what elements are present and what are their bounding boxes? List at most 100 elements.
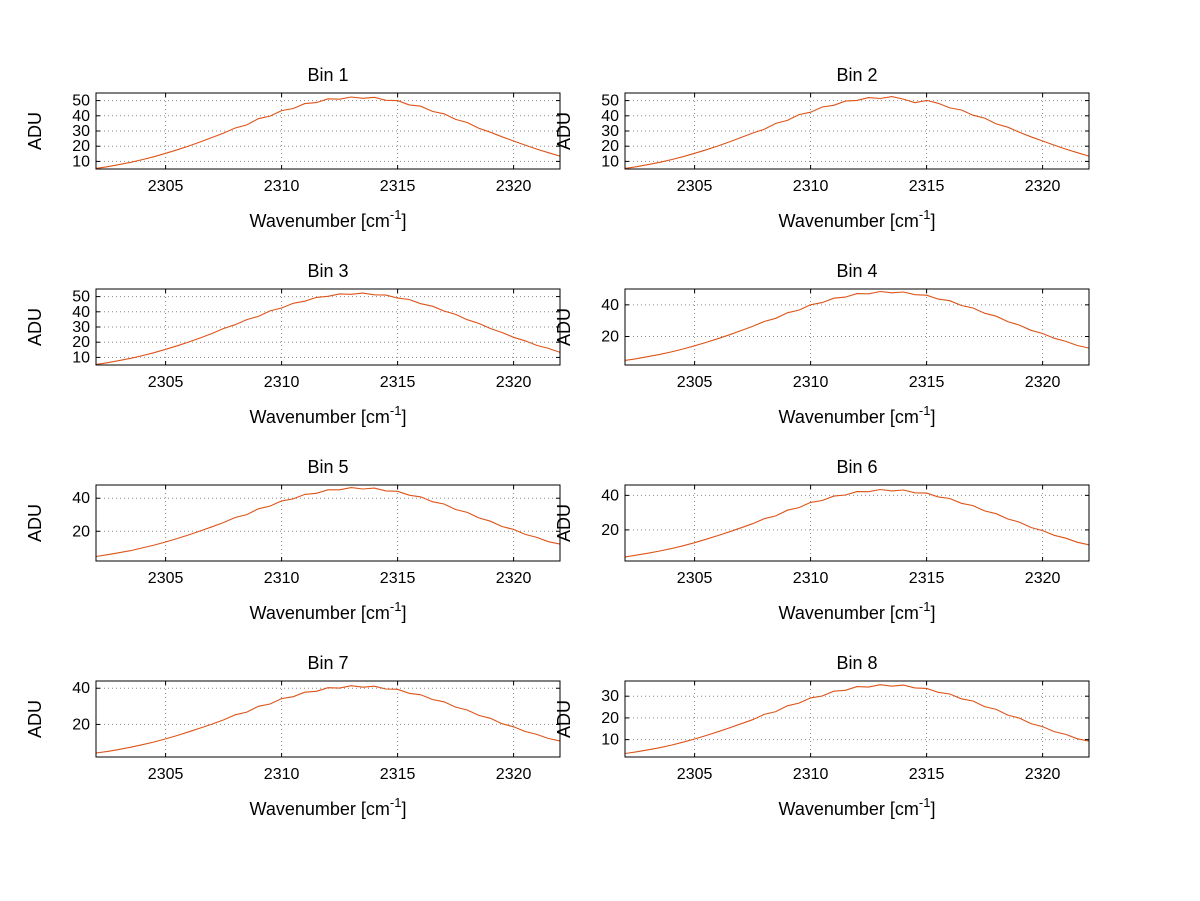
x-tick-label: 2305: [148, 766, 184, 783]
series-line: [624, 488, 1090, 558]
plot-title: Bin 7: [307, 653, 348, 673]
series-line: [624, 684, 1090, 755]
y-tick-label: 40: [601, 297, 619, 314]
x-tick-label: 2320: [1025, 766, 1061, 783]
y-tick-label: 30: [601, 123, 619, 140]
x-tick-label: 2310: [264, 178, 300, 195]
plot-title: Bin 5: [307, 457, 348, 477]
y-tick-label: 40: [601, 487, 619, 504]
axis-box: [624, 484, 1090, 562]
y-axis-label: ADU: [25, 308, 45, 346]
subplot-bin-4: 2305 2310 2315 2320 20 40 Bin 4 ADU Wavenumber […: [554, 261, 1090, 427]
x-axis-label: Wavenumber [cm-1]: [250, 207, 407, 231]
x-axis-label: Wavenumber [cm-1]: [779, 403, 936, 427]
y-tick-label: 10: [601, 153, 619, 170]
y-tick-label: 20: [601, 138, 619, 155]
y-tick-label: 50: [72, 289, 90, 306]
x-tick-label: 2305: [677, 374, 713, 391]
x-tick-label: 2320: [496, 374, 532, 391]
x-tick-label: 2320: [496, 570, 532, 587]
x-tick-label: 2315: [909, 178, 945, 195]
series-line: [624, 290, 1090, 361]
y-tick-label: 20: [72, 716, 90, 733]
y-tick-label: 50: [72, 93, 90, 110]
y-tick-label: 30: [601, 688, 619, 705]
series-line: [95, 487, 561, 558]
x-tick-label: 2320: [1025, 570, 1061, 587]
x-tick-label: 2310: [793, 374, 829, 391]
plot-title: Bin 6: [836, 457, 877, 477]
axis-box: [624, 680, 1090, 758]
y-tick-label: 30: [72, 123, 90, 140]
x-tick-label: 2310: [264, 570, 300, 587]
y-axis-label: ADU: [554, 504, 574, 542]
x-tick-label: 2310: [264, 766, 300, 783]
plot-title: Bin 2: [836, 65, 877, 85]
subplot-bin-7: 2305 2310 2315 2320 20 40 Bin 7 ADU Wavenumber […: [25, 653, 561, 819]
plot-title: Bin 1: [307, 65, 348, 85]
x-tick-label: 2305: [148, 374, 184, 391]
y-tick-label: 40: [72, 108, 90, 125]
x-tick-label: 2315: [380, 374, 416, 391]
y-axis-label: ADU: [25, 700, 45, 738]
y-axis-label: ADU: [554, 700, 574, 738]
series-line: [624, 96, 1090, 169]
y-tick-label: 20: [601, 329, 619, 346]
subplot-bin-6: 2305 2310 2315 2320 20 40 Bin 6 ADU Wavenumber […: [554, 457, 1090, 623]
x-tick-label: 2315: [380, 766, 416, 783]
x-tick-label: 2315: [909, 766, 945, 783]
x-tick-label: 2305: [148, 178, 184, 195]
plot-title: Bin 4: [836, 261, 877, 281]
x-axis-label: Wavenumber [cm-1]: [779, 207, 936, 231]
x-tick-label: 2310: [793, 766, 829, 783]
x-tick-label: 2320: [1025, 374, 1061, 391]
plot-title: Bin 8: [836, 653, 877, 673]
series-line: [95, 685, 561, 754]
x-tick-label: 2310: [793, 178, 829, 195]
y-tick-label: 50: [601, 93, 619, 110]
x-tick-label: 2315: [380, 570, 416, 587]
x-axis-label: Wavenumber [cm-1]: [779, 795, 936, 819]
y-axis-label: ADU: [25, 504, 45, 542]
axis-box: [95, 680, 561, 758]
x-tick-label: 2310: [793, 570, 829, 587]
series-line: [95, 292, 561, 365]
x-axis-label: Wavenumber [cm-1]: [250, 403, 407, 427]
x-tick-label: 2305: [677, 766, 713, 783]
y-tick-label: 20: [72, 138, 90, 155]
plot-title: Bin 3: [307, 261, 348, 281]
y-axis-label: ADU: [554, 112, 574, 150]
y-axis-label: ADU: [554, 308, 574, 346]
y-tick-label: 20: [601, 710, 619, 727]
y-tick-label: 40: [72, 304, 90, 321]
x-tick-label: 2320: [496, 766, 532, 783]
subplot-bin-8: 2305 2310 2315 2320 10 20 30 Bin 8 ADU Wavenumber…: [554, 653, 1090, 819]
x-tick-label: 2315: [380, 178, 416, 195]
y-tick-label: 10: [72, 349, 90, 366]
x-tick-label: 2310: [264, 374, 300, 391]
y-tick-label: 40: [601, 108, 619, 125]
series-line: [95, 96, 561, 169]
x-axis-label: Wavenumber [cm-1]: [250, 795, 407, 819]
x-tick-label: 2315: [909, 570, 945, 587]
x-tick-label: 2320: [496, 178, 532, 195]
x-axis-label: Wavenumber [cm-1]: [250, 599, 407, 623]
x-tick-label: 2305: [677, 570, 713, 587]
y-tick-label: 40: [72, 680, 90, 697]
subplot-bin-5: 2305 2310 2315 2320 20 40 Bin 5 ADU Wavenumber […: [25, 457, 561, 623]
y-axis-label: ADU: [25, 112, 45, 150]
y-tick-label: 30: [72, 319, 90, 336]
y-tick-label: 40: [72, 490, 90, 507]
x-tick-label: 2305: [677, 178, 713, 195]
x-tick-label: 2305: [148, 570, 184, 587]
x-tick-label: 2315: [909, 374, 945, 391]
y-tick-label: 10: [601, 732, 619, 749]
axis-box: [624, 288, 1090, 366]
y-tick-label: 20: [72, 334, 90, 351]
axis-box: [95, 484, 561, 562]
y-tick-label: 20: [601, 522, 619, 539]
